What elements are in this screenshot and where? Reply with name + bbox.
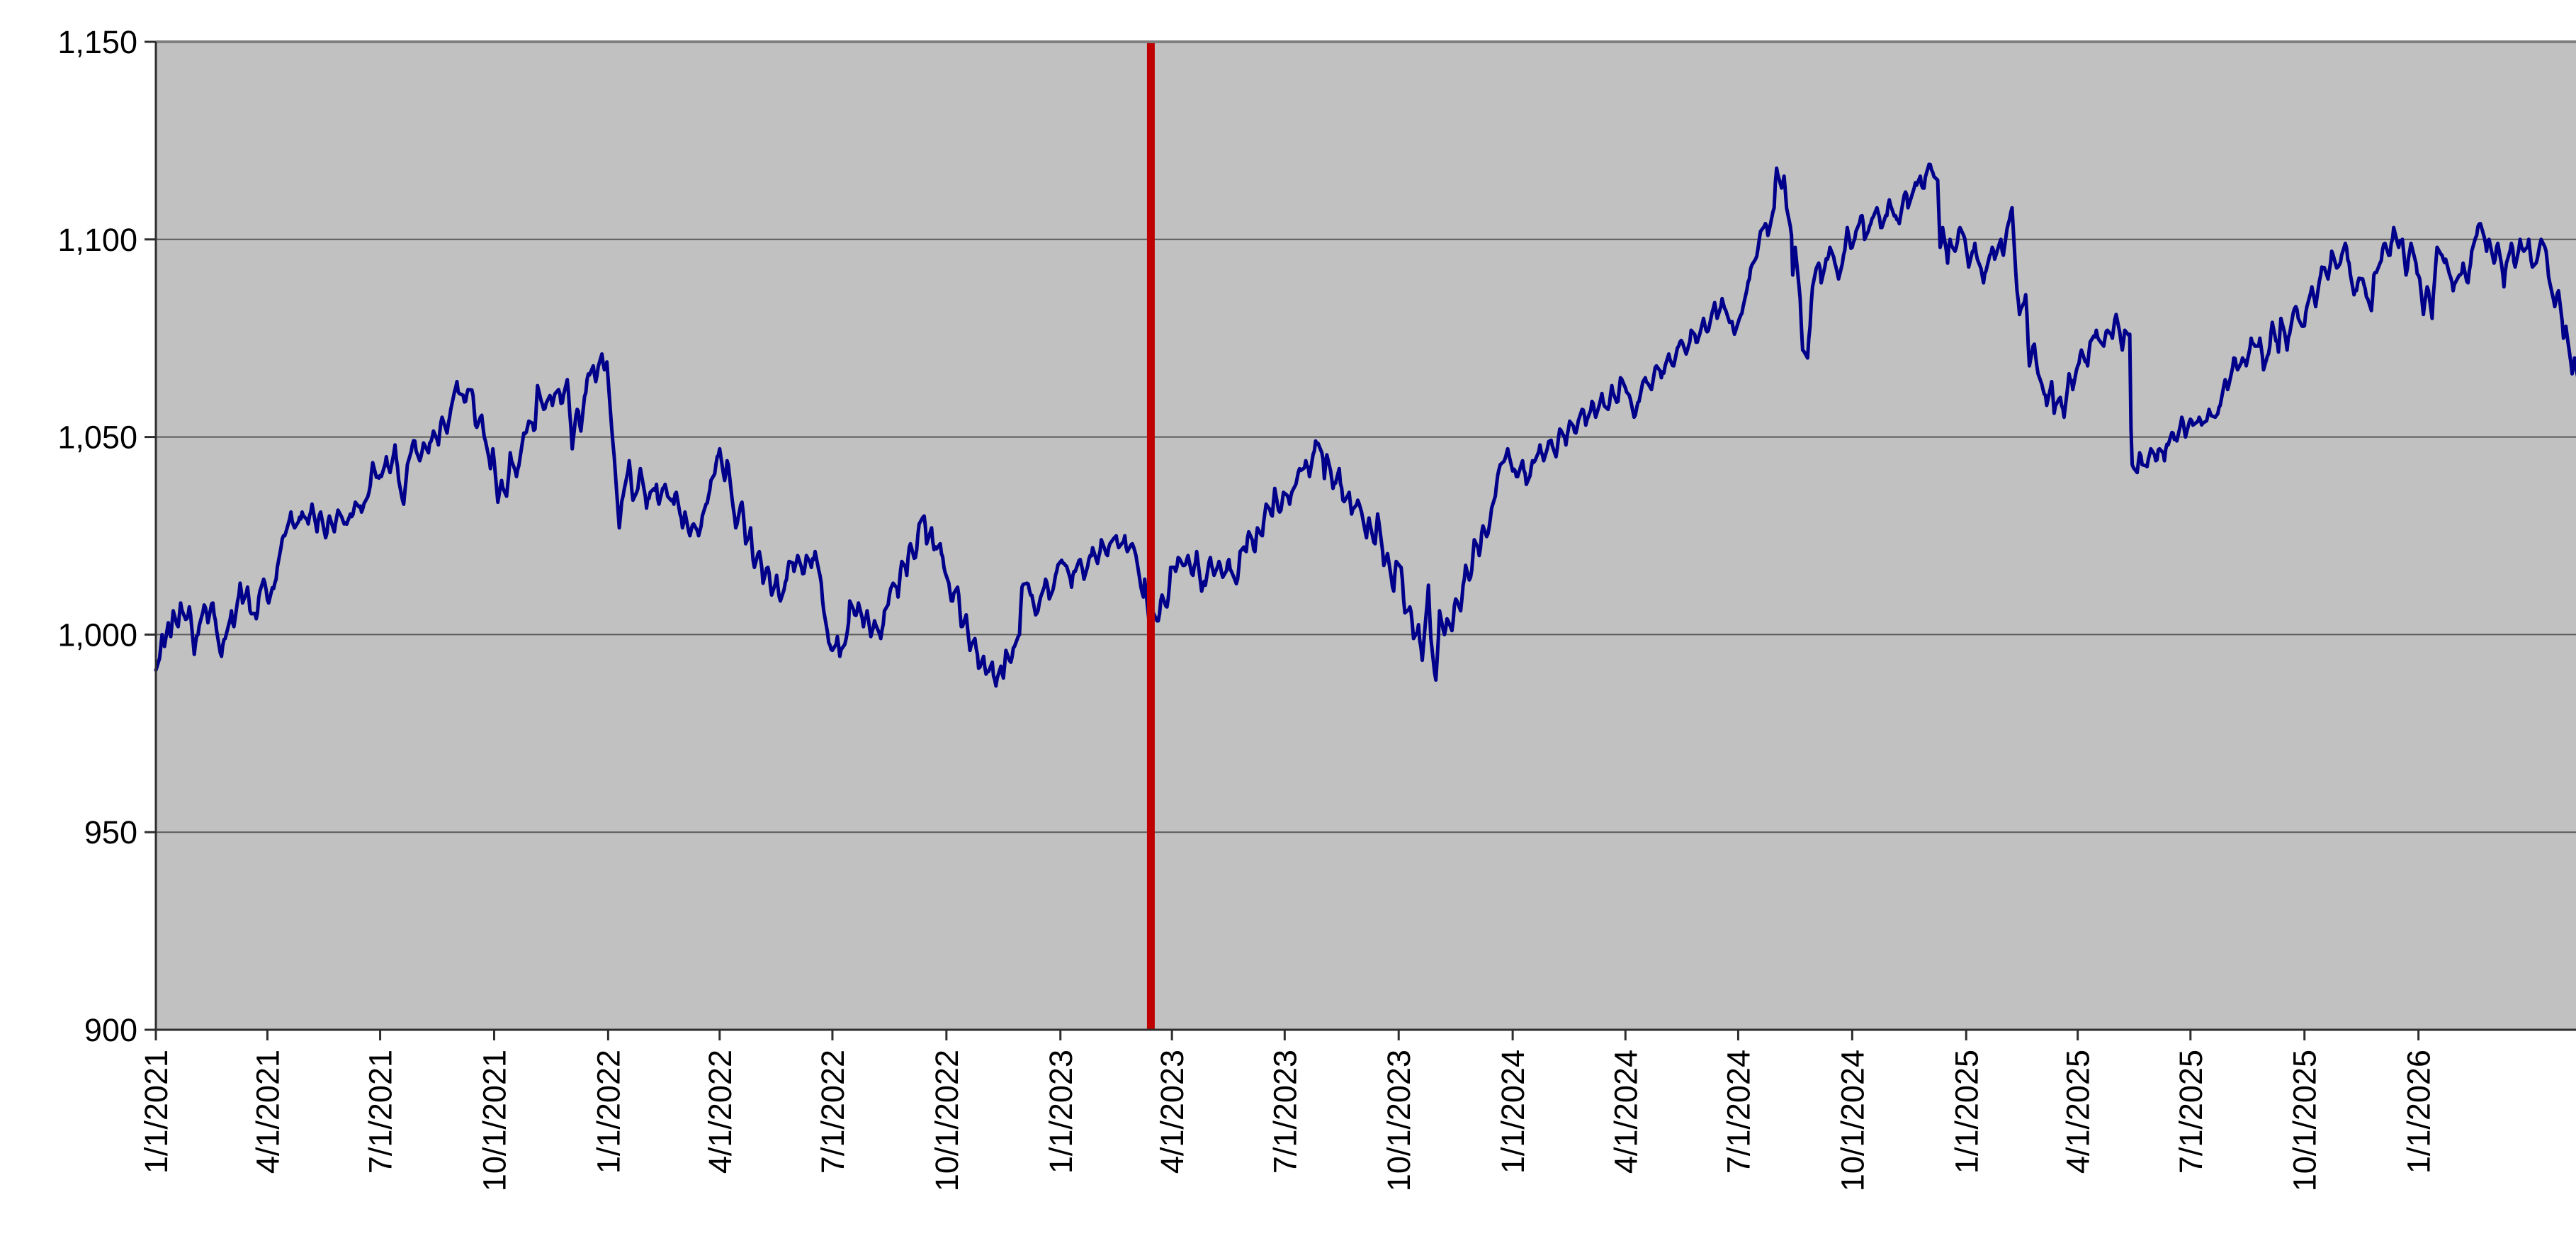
series-line-index-value (154, 162, 2576, 688)
y-tick-label: 1,000 (57, 617, 137, 653)
y-tick-label: 1,150 (57, 24, 137, 60)
line-chart-figure: 900 950 1,000 1,050 1,100 1,150 1/1/2021 4/1/20… (28, 11, 2576, 1236)
x-tick-label: 10/1/2022 (929, 1050, 965, 1191)
x-tick-label: 10/1/2024 (1834, 1050, 1870, 1191)
x-tick-label: 4/1/2021 (249, 1050, 286, 1174)
x-tick-label: 1/1/2023 (1043, 1050, 1079, 1174)
x-tick-label: 7/1/2022 (815, 1050, 851, 1174)
x-tick-label: 10/1/2025 (2287, 1050, 2323, 1191)
x-tick-label: 4/1/2025 (2060, 1050, 2096, 1174)
y-tick-label: 900 (84, 1012, 137, 1048)
x-tick-label: 7/1/2025 (2173, 1050, 2209, 1174)
x-tick-label: 4/1/2022 (702, 1050, 738, 1174)
y-tick-label: 950 (84, 814, 137, 850)
x-tick-label: 1/1/2022 (590, 1050, 626, 1174)
x-tick-label: 4/1/2023 (1154, 1050, 1190, 1174)
x-tick-label: 7/1/2023 (1267, 1050, 1303, 1174)
x-tick-label: 1/1/2025 (1948, 1050, 1984, 1174)
y-tick-label: 1,100 (57, 222, 137, 258)
y-tick-label: 1,050 (57, 420, 137, 456)
x-tick-label: 10/1/2023 (1381, 1050, 1417, 1191)
price-line-chart: 900 950 1,000 1,050 1,100 1,150 1/1/2021 4/1/20… (57, 24, 2576, 1191)
x-tick-label: 1/1/2026 (2401, 1050, 2437, 1174)
x-tick-label: 1/1/2024 (1495, 1050, 1531, 1174)
x-tick-label: 7/1/2021 (363, 1050, 399, 1174)
x-tick-label: 7/1/2024 (1720, 1050, 1756, 1174)
x-tick-label: 10/1/2021 (476, 1050, 512, 1191)
x-tick-label: 1/1/2021 (138, 1050, 174, 1174)
x-tick-label: 4/1/2024 (1608, 1050, 1644, 1174)
